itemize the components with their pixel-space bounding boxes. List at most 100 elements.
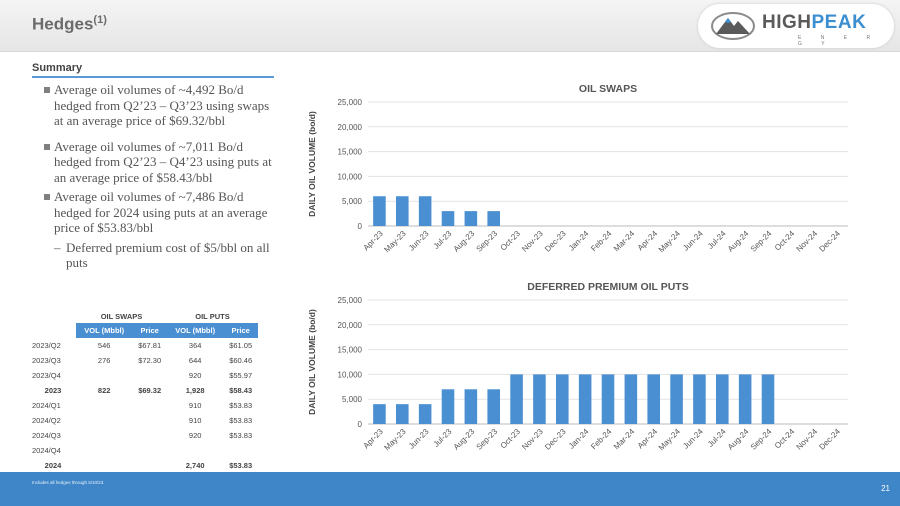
table-cell: [223, 443, 258, 458]
table-row: 2023 822 $69.32 1,928 $58.43: [30, 383, 258, 398]
footnote: Includes all hedges through 5/10/23.: [32, 480, 105, 485]
summary-bullet: Average oil volumes of ~7,011 Bo/d hedge…: [44, 139, 276, 186]
bar: [578, 374, 592, 424]
x-tick-label: Mar-24: [612, 229, 637, 254]
table-cell: 2,740: [185, 461, 205, 470]
table-cell: [76, 368, 132, 383]
oil-swaps-chart: OIL SWAPS DAILY OIL VOLUME (bo/d) 0 5,000 10…: [307, 83, 848, 255]
y-axis-label: DAILY OIL VOLUME (bo/d): [307, 309, 317, 415]
x-tick-label: Apr-24: [636, 427, 660, 451]
y-tick-label: 15,000: [338, 346, 363, 355]
bar: [738, 374, 752, 424]
bar: [418, 404, 432, 424]
table-cell: 364: [188, 341, 202, 350]
x-tick-label: Oct-24: [773, 229, 797, 253]
y-tick-label: 15,000: [338, 148, 363, 157]
bar: [487, 389, 500, 424]
x-tick-label: Sep-24: [749, 229, 774, 254]
x-tick-label: Apr-23: [361, 427, 385, 451]
x-tick-label: Aug-24: [726, 427, 751, 452]
x-tick-label: Aug-23: [452, 229, 477, 254]
logo-subtext: E N E R G Y: [798, 35, 880, 47]
table-column-header: Price: [223, 323, 258, 338]
x-tick-label: Aug-24: [726, 229, 751, 254]
header-bar: Hedges(1) HIGHPEAK E N E R G Y: [0, 0, 900, 52]
table-cell: $53.83: [229, 431, 253, 440]
table-cell: 2023/Q2: [32, 341, 61, 350]
bar: [396, 196, 409, 226]
x-tick-label: Sep-23: [475, 229, 500, 254]
x-tick-label: Nov-24: [795, 229, 820, 254]
table-row: 2024 2,740 $53.83: [30, 458, 258, 473]
table-row: 2024/Q4: [30, 443, 258, 458]
x-tick-label: Jun-24: [681, 427, 705, 451]
x-tick-label: Sep-23: [475, 427, 500, 452]
y-tick-label: 10,000: [338, 370, 363, 379]
x-tick-label: Apr-24: [636, 229, 660, 253]
table-cell: 2024: [44, 461, 62, 470]
company-logo: HIGHPEAK E N E R G Y: [698, 4, 894, 48]
bar: [647, 374, 660, 424]
y-tick-label: 0: [358, 222, 363, 231]
x-tick-label: Oct-24: [773, 427, 797, 451]
table-cell: [132, 428, 167, 443]
table-cell: 2023/Q4: [32, 371, 61, 380]
table-cell: $53.83: [229, 401, 253, 410]
table-row: 2024/Q2 910 $53.83: [30, 413, 258, 428]
x-tick-label: May-23: [382, 427, 408, 453]
bar: [761, 374, 775, 424]
summary-bullet: Average oil volumes of ~4,492 Bo/d hedge…: [44, 82, 276, 129]
table-cell: $60.46: [229, 356, 253, 365]
table-cell: [132, 368, 167, 383]
x-tick-label: Jul-24: [706, 229, 728, 251]
summary-sub-bullet: Deferred premium cost of $5/bbl on all p…: [54, 240, 276, 271]
y-axis-label: DAILY OIL VOLUME (bo/d): [307, 111, 317, 217]
summary-bullets: Average oil volumes of ~4,492 Bo/d hedge…: [44, 82, 276, 271]
table-cell: 2023/Q3: [32, 356, 61, 365]
table-cell: 2024/Q3: [32, 431, 61, 440]
y-tick-label: 0: [358, 420, 363, 429]
x-tick-label: Sep-24: [749, 427, 774, 452]
footer-bar: Includes all hedges through 5/10/23. 21: [0, 472, 900, 506]
x-tick-label: Jan-24: [567, 229, 591, 253]
x-tick-label: Aug-23: [452, 427, 477, 452]
table-column-header: Price: [132, 323, 167, 338]
table-cell: 920: [188, 371, 202, 380]
bar: [464, 389, 478, 424]
table-row: 2024/Q1 910 $53.83: [30, 398, 258, 413]
table-row: 2023/Q3 276 $72.30 644 $60.46: [30, 353, 258, 368]
table-row: 2023/Q2 546 $67.81 364 $61.05: [30, 338, 258, 353]
x-tick-label: Dec-24: [817, 427, 842, 452]
bar: [601, 374, 615, 424]
x-tick-label: Nov-23: [520, 427, 545, 452]
table-cell: [132, 413, 167, 428]
x-tick-label: Apr-23: [361, 229, 385, 253]
table-cell: 2024/Q4: [32, 446, 61, 455]
table-group-header: OIL SWAPS: [100, 312, 143, 321]
table-cell: [76, 458, 132, 473]
hedge-table-body: 2023/Q2 546 $67.81 364 $61.05 2023/Q3 276 $72.3…: [30, 338, 258, 473]
table-cell: $53.83: [229, 461, 253, 470]
bar: [693, 374, 706, 424]
table-cell: 2023: [44, 386, 62, 395]
table-cell: 2024/Q1: [32, 401, 61, 410]
chart-title: OIL SWAPS: [579, 83, 637, 95]
bar: [716, 374, 729, 424]
y-tick-label: 5,000: [342, 395, 363, 404]
bar: [373, 404, 386, 424]
x-tick-label: May-24: [657, 229, 683, 255]
table-cell: $72.30: [138, 356, 162, 365]
bar: [373, 196, 386, 226]
x-tick-label: Oct-23: [499, 229, 523, 253]
table-cell: 910: [188, 401, 202, 410]
table-cell: $55.97: [229, 371, 253, 380]
summary-heading: Summary: [32, 62, 274, 78]
x-tick-label: Feb-24: [589, 427, 614, 452]
bar: [418, 196, 432, 226]
x-tick-label: May-23: [382, 229, 408, 255]
y-tick-label: 10,000: [338, 172, 363, 181]
table-cell: [167, 443, 223, 458]
table-row: 2024/Q3 920 $53.83: [30, 428, 258, 443]
x-tick-label: Jul-23: [432, 229, 454, 251]
table-row: 2023/Q4 920 $55.97: [30, 368, 258, 383]
